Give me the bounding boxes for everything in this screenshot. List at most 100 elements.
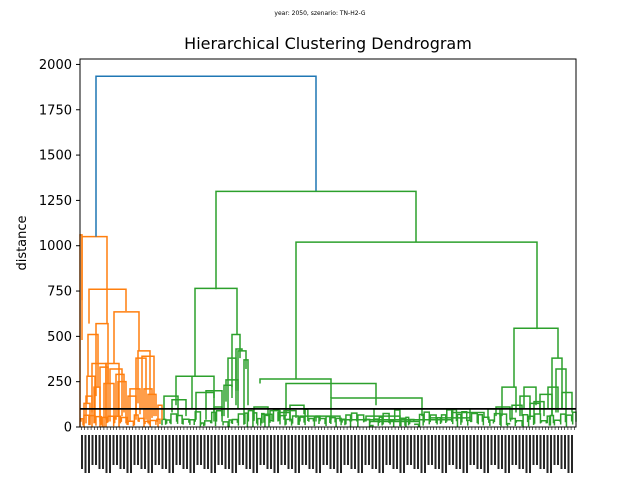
leaf-link-green-12	[228, 419, 233, 427]
leaf-label-glyph	[319, 435, 321, 473]
leaf-label-glyph	[242, 435, 244, 465]
leaf-link-green-3	[176, 414, 183, 424]
leaf-label-glyph	[130, 435, 132, 473]
leaf-label-glyph	[270, 435, 272, 469]
leaf-label-glyph	[476, 435, 479, 469]
leaf-link-green-32	[330, 416, 336, 424]
leaf-label-glyph	[210, 435, 213, 473]
cluster-link-green-right-12	[561, 391, 573, 413]
leaf-label-glyph	[245, 435, 248, 469]
leaf-label-glyph	[140, 435, 143, 469]
link-green-top	[215, 190, 417, 290]
leaf-link-green-77	[571, 411, 577, 425]
cluster-link-green-right-top	[513, 327, 559, 388]
cluster-link-green-mid-b	[259, 378, 332, 398]
leaf-link-green-15	[244, 412, 249, 427]
leaf-label-glyph	[109, 435, 111, 473]
leaf-label-glyph	[382, 435, 384, 473]
leaf-label-glyph	[193, 435, 195, 473]
leaf-label-glyph	[343, 435, 346, 465]
leaf-link-green-48	[414, 423, 420, 427]
leaf-label-glyph	[347, 435, 349, 465]
y-tick-label-1500: 1500	[39, 149, 72, 164]
leaf-label-glyph	[252, 435, 255, 473]
leaf-label-glyph	[375, 435, 377, 469]
leaf-label-glyph	[280, 435, 283, 465]
leaf-link-green-65	[506, 422, 511, 427]
leaf-label-glyph	[294, 435, 297, 473]
cluster-link-green-mid-14	[451, 411, 485, 422]
link-root	[95, 75, 317, 237]
chart-suptitle: year: 2050, szenario: TN-H2-G	[274, 10, 366, 17]
leaf-link-green-10	[215, 409, 223, 422]
link-green-right	[295, 241, 538, 379]
cluster-link-green-left-3	[176, 375, 215, 398]
leaf-label-glyph	[284, 435, 286, 465]
leaf-link-green-18	[256, 417, 262, 426]
leaf-label-glyph	[434, 435, 437, 469]
leaf-link-green-70	[533, 413, 542, 424]
leaf-link-orange-7	[120, 416, 128, 425]
leaf-link-green-39	[369, 424, 374, 427]
cluster-link-green-right-1	[495, 406, 511, 420]
leaf-link-green-56	[456, 413, 462, 427]
cluster-link-green-left-1	[171, 399, 187, 417]
leaf-label-glyph	[490, 435, 493, 465]
leaf-link-orange-0	[80, 418, 84, 426]
leaf-label-glyph	[88, 435, 90, 473]
leaf-link-green-36	[350, 412, 358, 422]
leaf-label-glyph	[469, 435, 472, 465]
leaf-label-glyph	[550, 435, 552, 473]
leaf-label-glyph	[539, 435, 542, 469]
leaf-label-glyph	[256, 435, 258, 473]
leaf-label-glyph	[259, 435, 262, 465]
leaf-link-green-13	[231, 418, 239, 425]
leaf-link-green-31	[325, 415, 331, 426]
leaf-label-glyph	[518, 435, 521, 469]
leaf-link-green-74	[553, 419, 561, 426]
leaf-label-glyph	[508, 435, 510, 473]
leaf-link-green-2	[170, 413, 178, 425]
cluster-link-orange-20	[157, 404, 163, 427]
cluster-link-green-mid-0	[253, 406, 269, 420]
leaf-label-glyph	[389, 435, 391, 465]
leaf-label-glyph	[536, 435, 538, 465]
plot-area	[79, 75, 577, 427]
leaf-label-glyph	[112, 435, 115, 465]
cluster-link-green-left-0	[163, 395, 179, 420]
leaf-label-glyph	[235, 435, 237, 473]
leaf-label-glyph	[182, 435, 185, 469]
leaf-label-glyph	[466, 435, 468, 473]
leaf-label-glyph	[329, 435, 332, 469]
leaf-label-glyph	[186, 435, 188, 469]
leaf-label-glyph	[137, 435, 139, 465]
leaf-link-green-52	[436, 416, 442, 425]
y-tick-label-0: 0	[64, 421, 72, 436]
leaf-label-glyph	[158, 435, 160, 465]
leaf-link-green-44	[393, 409, 401, 427]
leaf-label-glyph	[357, 435, 360, 473]
cluster-link-orange-18	[137, 350, 151, 422]
leaf-label-glyph	[179, 435, 181, 465]
leaf-label-glyph	[487, 435, 489, 473]
leaf-link-orange-12	[149, 419, 157, 427]
cluster-link-green-left-5	[205, 389, 223, 420]
leaf-link-green-58	[466, 419, 472, 426]
cluster-link-orange-12	[117, 380, 127, 424]
cluster-link-green-mid-9	[365, 415, 401, 422]
cluster-link-orange-7	[103, 382, 115, 427]
cluster-link-orange-9	[109, 368, 123, 422]
leaf-label-glyph	[144, 435, 146, 469]
leaf-label-glyph	[427, 435, 430, 465]
leaf-label-glyph	[438, 435, 440, 469]
leaf-label-glyph	[406, 435, 409, 465]
cluster-link-green-mid-6	[299, 415, 321, 422]
leaf-label-glyph	[102, 435, 104, 469]
leaf-label-glyph	[543, 435, 545, 469]
cluster-link-green-mid-10	[369, 420, 420, 424]
leaf-label-glyph	[165, 435, 167, 469]
cluster-link-green-right-5	[523, 386, 537, 409]
leaf-label-glyph	[84, 435, 87, 473]
y-tick-label-750: 750	[47, 285, 72, 300]
cluster-link-orange-16	[143, 388, 153, 422]
